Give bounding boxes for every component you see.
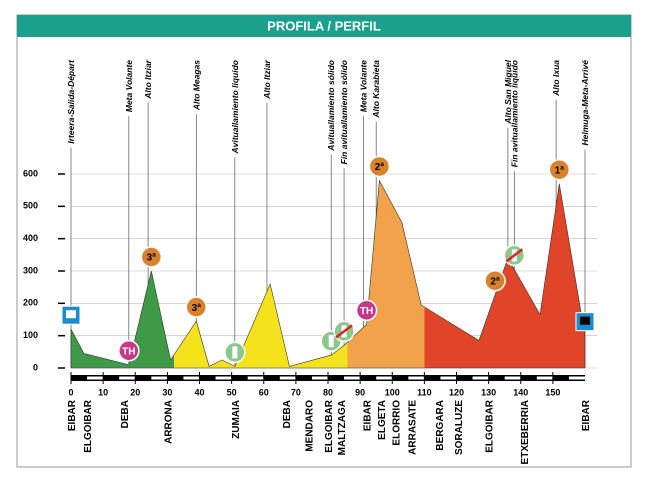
marker-icon bbox=[140, 246, 163, 268]
x-axis-stripe bbox=[504, 376, 521, 380]
annotation: Avituallamiento liquido bbox=[230, 60, 240, 155]
x-tick-label: 0 bbox=[68, 387, 73, 397]
annotation: Irteera-Salida-Départ bbox=[66, 59, 76, 144]
marker-icon bbox=[368, 155, 391, 178]
x-tick-label: 60 bbox=[259, 387, 269, 397]
annotation: Alto Itziar bbox=[262, 59, 272, 99]
x-axis-stripe bbox=[440, 376, 457, 380]
town-label: BERGARA bbox=[435, 400, 446, 451]
annotation: Alto Meagas bbox=[191, 60, 201, 111]
x-tick-label: 140 bbox=[513, 387, 528, 397]
x-axis-stripe bbox=[472, 376, 489, 380]
x-tick-label: 30 bbox=[162, 387, 172, 397]
feed-icon bbox=[328, 335, 334, 348]
flag-inner bbox=[580, 316, 590, 325]
x-axis-stripe bbox=[536, 376, 553, 380]
annotation: Helmuga-Meta-Arrivé bbox=[580, 60, 590, 146]
y-tick-label: 400 bbox=[23, 233, 38, 243]
town-label: EIBAR bbox=[363, 399, 374, 431]
x-axis-stripe bbox=[215, 376, 232, 380]
town-label: SORALUZE bbox=[454, 400, 465, 455]
x-tick-label: 100 bbox=[385, 387, 400, 397]
annotation: Fin avituallamiento liquido bbox=[509, 60, 519, 167]
marker-icon bbox=[484, 269, 506, 292]
feed-icon bbox=[232, 346, 238, 359]
town-label: ELGETA bbox=[377, 400, 388, 440]
annotation: Meta Volante bbox=[358, 60, 368, 112]
town-label: ELGOIBAR bbox=[324, 399, 335, 453]
x-tick-label: 70 bbox=[291, 387, 301, 397]
marker-label: 3ª bbox=[192, 303, 202, 314]
marker-label: 2ª bbox=[375, 162, 385, 173]
marker-icon bbox=[548, 158, 571, 181]
x-axis-stripe bbox=[344, 376, 361, 380]
annotation: Avituallamiento sólido bbox=[326, 60, 336, 152]
x-axis-stripe bbox=[408, 376, 425, 380]
x-axis-stripe bbox=[119, 376, 136, 380]
annotation: Meta Volante bbox=[124, 60, 134, 112]
x-tick-label: 120 bbox=[449, 387, 464, 397]
town-label: DEBA bbox=[120, 400, 131, 428]
town-label: ELGOIBAR bbox=[83, 399, 94, 453]
annotation: Alto Ixua bbox=[551, 60, 561, 97]
town-label: ARRASATE bbox=[408, 400, 419, 455]
y-tick-label: 300 bbox=[23, 265, 38, 275]
marker-label: TH bbox=[122, 346, 135, 357]
y-tick-label: 500 bbox=[23, 201, 38, 211]
title-bar bbox=[17, 15, 631, 37]
x-tick-label: 20 bbox=[130, 387, 140, 397]
x-axis-stripe bbox=[247, 376, 264, 380]
annotation: Alto San Miguel bbox=[503, 59, 513, 124]
marker-label: 1ª bbox=[555, 165, 565, 176]
x-axis-stripe bbox=[568, 376, 585, 380]
x-tick-label: 40 bbox=[194, 387, 204, 397]
y-tick-label: 0 bbox=[33, 362, 38, 372]
chart-title: PROFILA / PERFIL bbox=[267, 18, 381, 33]
town-label: ZUMAIA bbox=[231, 400, 242, 439]
feed-end-slash bbox=[335, 324, 353, 339]
x-axis-stripe bbox=[311, 376, 328, 380]
town-label: ETXEBERRIA bbox=[520, 400, 531, 464]
town-label: MALTZAGA bbox=[337, 400, 348, 455]
frame bbox=[16, 14, 632, 468]
town-label: ELORRIO bbox=[391, 400, 402, 446]
y-tick-label: 100 bbox=[23, 330, 38, 340]
town-label: DEBA bbox=[282, 400, 293, 428]
y-tick-label: 200 bbox=[23, 298, 38, 308]
marker-icon bbox=[185, 296, 208, 318]
marker-icon bbox=[355, 299, 378, 322]
flag-inner bbox=[66, 310, 76, 319]
x-axis-stripe bbox=[376, 376, 393, 380]
town-label: ARRONA bbox=[163, 400, 174, 444]
y-tick-label: 600 bbox=[23, 168, 38, 178]
town-label: ELGOIBAR bbox=[485, 399, 496, 453]
annotation: Alto Karabieta bbox=[371, 60, 381, 119]
marker-label: TH bbox=[360, 306, 373, 317]
town-label: EIBAR bbox=[67, 399, 78, 431]
x-tick-label: 10 bbox=[98, 387, 108, 397]
marker-icon bbox=[118, 340, 140, 362]
x-axis-stripe bbox=[87, 376, 104, 380]
annotation: Fin avituallamiento sólido bbox=[339, 60, 349, 164]
feed-end-slash bbox=[505, 248, 524, 263]
x-axis-stripe bbox=[151, 376, 168, 380]
marker-label: 3ª bbox=[147, 253, 157, 264]
x-axis-stripe bbox=[279, 376, 296, 380]
x-tick-label: 110 bbox=[417, 387, 432, 397]
x-tick-label: 50 bbox=[227, 387, 237, 397]
x-tick-label: 130 bbox=[481, 387, 496, 397]
marker-label: 2ª bbox=[490, 276, 500, 287]
x-tick-label: 150 bbox=[545, 387, 560, 397]
x-axis-stripe bbox=[183, 376, 200, 380]
town-label: MENDARO bbox=[305, 400, 316, 452]
annotation: Alto Itziar bbox=[143, 59, 153, 99]
x-tick-label: 90 bbox=[355, 387, 365, 397]
x-tick-label: 80 bbox=[323, 387, 333, 397]
town-label: EIBAR bbox=[581, 399, 592, 431]
profile-area bbox=[70, 179, 586, 369]
